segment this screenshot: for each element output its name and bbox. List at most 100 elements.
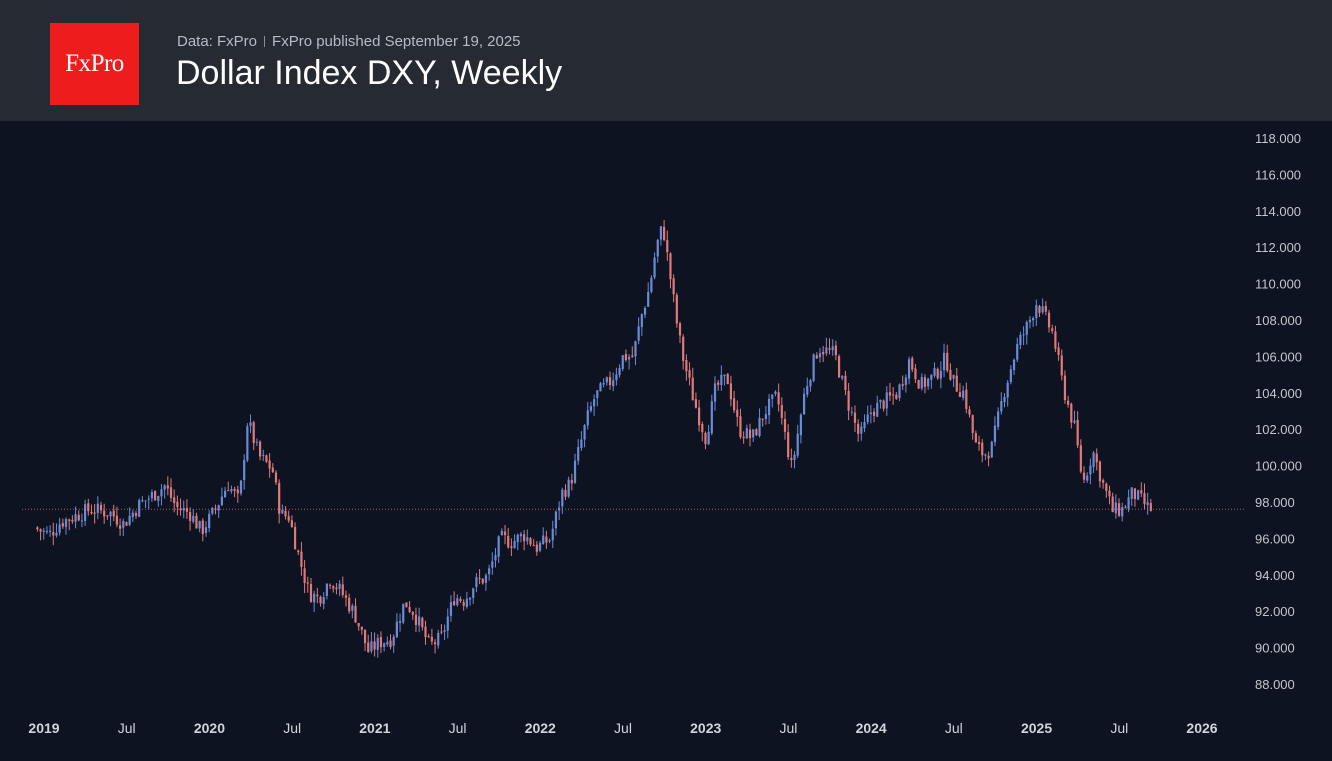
candle xyxy=(49,525,52,537)
candle-body xyxy=(405,602,408,608)
candle xyxy=(927,377,930,390)
candle xyxy=(955,367,958,393)
candle-body xyxy=(1016,343,1019,360)
candle xyxy=(637,317,640,345)
candle-body xyxy=(936,368,939,379)
candle xyxy=(1073,410,1076,425)
candle-body xyxy=(863,422,866,429)
chart-header: FxPro Data: FxPro FxPro published Septemb… xyxy=(0,0,1332,121)
candle-body xyxy=(341,584,344,596)
candle xyxy=(876,395,879,417)
candle-body xyxy=(608,377,612,386)
candle xyxy=(850,406,853,416)
candle xyxy=(147,495,150,510)
candle xyxy=(1105,482,1108,498)
candle-body xyxy=(217,505,220,511)
candle xyxy=(284,506,287,520)
candle xyxy=(847,383,850,421)
candle-body xyxy=(1032,317,1035,321)
candle-body xyxy=(96,503,99,513)
candle xyxy=(631,346,634,358)
candle-body xyxy=(519,533,523,537)
candle-body xyxy=(818,353,822,358)
candle-body xyxy=(125,522,128,526)
candle-body xyxy=(494,555,497,561)
candle-body xyxy=(1146,502,1149,506)
candle xyxy=(1082,466,1086,484)
candle xyxy=(188,507,192,531)
candle xyxy=(103,503,106,524)
candle xyxy=(981,439,984,463)
candle-body xyxy=(344,595,348,598)
candle xyxy=(437,629,440,649)
candle xyxy=(150,489,154,502)
candle-body xyxy=(332,586,335,589)
candle xyxy=(1133,487,1137,507)
candle-body xyxy=(876,402,879,417)
candle xyxy=(946,344,949,373)
candle-body xyxy=(847,390,850,411)
candle xyxy=(459,596,462,603)
candle xyxy=(488,564,491,581)
candle xyxy=(236,485,239,503)
candle-body xyxy=(1000,401,1003,412)
candle-body xyxy=(284,510,287,517)
candle xyxy=(290,515,293,528)
candle-body xyxy=(682,336,685,361)
candle-body xyxy=(303,568,306,584)
candle xyxy=(930,374,933,389)
candle xyxy=(879,399,882,409)
candle-body xyxy=(783,419,787,432)
candle-body xyxy=(1114,502,1117,514)
candle-body xyxy=(1047,312,1051,328)
candle-body xyxy=(643,307,647,315)
candle-body xyxy=(176,501,179,508)
candle-body xyxy=(239,480,243,494)
candle-body xyxy=(87,503,90,512)
candle xyxy=(669,252,672,289)
candle-body xyxy=(526,537,529,542)
candle xyxy=(548,538,551,544)
candle xyxy=(1079,439,1082,474)
chart-plot-area[interactable]: 118.000 116.000 114.000 112.000 110.000 108.0… xyxy=(0,121,1332,761)
candle-body xyxy=(93,512,96,514)
candle xyxy=(1006,380,1009,407)
candle xyxy=(933,362,936,378)
candle-body xyxy=(1054,331,1057,349)
candle-body xyxy=(90,511,93,514)
candle-body xyxy=(882,400,885,409)
candle xyxy=(1127,489,1130,513)
candle xyxy=(802,387,806,415)
candle-body xyxy=(580,439,583,448)
candle xyxy=(325,583,328,600)
candle-body xyxy=(1006,382,1009,398)
candle xyxy=(697,399,701,432)
candle-body xyxy=(1102,480,1105,483)
candle xyxy=(179,498,182,516)
candle-body xyxy=(958,392,962,397)
candle xyxy=(742,431,745,444)
candle-body xyxy=(545,536,548,543)
candle xyxy=(564,484,567,501)
candle-body xyxy=(1086,475,1089,481)
candle-body xyxy=(542,535,545,545)
candle-body xyxy=(109,511,112,517)
candle xyxy=(608,371,612,390)
candle-body xyxy=(666,240,669,253)
candle xyxy=(605,376,608,386)
candle-body xyxy=(965,389,968,409)
y-tick-label: 114.000 xyxy=(1255,204,1301,219)
candle xyxy=(1044,301,1047,316)
candle xyxy=(243,454,246,490)
candle-body xyxy=(761,418,764,420)
candle-body xyxy=(55,532,58,536)
candle-body xyxy=(888,392,892,396)
candle xyxy=(87,498,90,516)
candle-body xyxy=(258,441,262,457)
candle xyxy=(583,424,586,448)
candle xyxy=(195,512,198,529)
candle xyxy=(42,527,45,540)
candle-body xyxy=(150,492,154,499)
candle xyxy=(1067,395,1070,408)
candle-body xyxy=(593,399,596,407)
